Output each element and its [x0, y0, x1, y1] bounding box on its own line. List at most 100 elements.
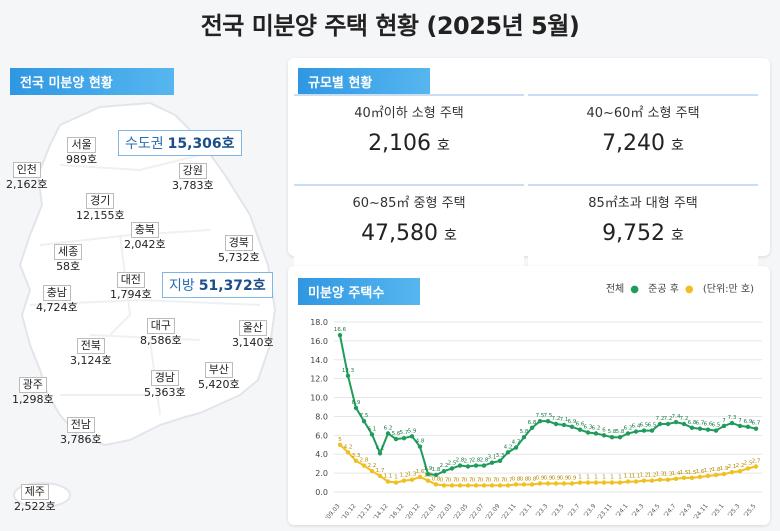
provinces-value: 51,372호: [198, 278, 266, 294]
region-13: 부산 5,420호: [198, 362, 240, 392]
y-tick-label: 0.0: [315, 488, 328, 497]
x-tick-label: '24.11: [692, 503, 710, 522]
size-panel: 규모별 현황 40㎡이하 소형 주택 2,106 호 40~60㎡ 소형 주택 7,24…: [288, 58, 770, 270]
series-data-label-1: 1.2: [424, 473, 433, 479]
size-cell-unit: 호: [671, 138, 684, 154]
y-tick-label: 10.0: [310, 394, 328, 403]
series-data-label-0: 5.6: [392, 431, 401, 437]
y-tick-label: 4.0: [315, 450, 328, 459]
series-data-label-0: 5.9: [408, 428, 417, 434]
series-data-label-1: 1.3: [656, 472, 665, 478]
x-tick-label: '12.12: [356, 503, 374, 522]
series-point-0: [633, 429, 639, 434]
series-point-1: [729, 469, 735, 475]
size-cell-number: 7,240: [602, 131, 666, 156]
region-name: 서울: [67, 137, 96, 153]
series-point-1: [641, 478, 647, 483]
chart-section-label: 미분양 주택수: [298, 278, 420, 305]
series-point-0: [345, 373, 351, 379]
series-data-label-0: 8.9: [352, 400, 361, 406]
series-point-1: [537, 481, 543, 486]
series-data-label-1: 0.9: [544, 476, 553, 482]
series-point-1: [657, 477, 663, 482]
series-point-0: [729, 420, 735, 426]
region-15: 전남 3,786호: [60, 417, 102, 447]
region-value: 5,420호: [198, 378, 240, 391]
series-point-0: [521, 435, 527, 440]
series-data-label-0: 2.5: [448, 460, 457, 466]
region-value: 3,786호: [60, 433, 102, 446]
y-tick-label: 18.0: [310, 318, 328, 327]
series-data-label-1: 1: [578, 475, 582, 481]
series-data-label-0: 5.8: [608, 429, 617, 435]
region-0: 서울 989호: [66, 137, 97, 167]
region-value: 58호: [56, 260, 81, 273]
capital-area-value: 15,306호: [167, 136, 235, 152]
capital-area-label: 수도권: [125, 136, 164, 152]
series-data-label-0: 5.8: [520, 429, 529, 435]
series-point-1: [697, 474, 703, 480]
region-value: 1,794호: [110, 288, 152, 301]
series-data-label-1: 0.8: [432, 476, 441, 482]
series-point-1: [585, 480, 591, 485]
region-name: 부산: [204, 362, 233, 378]
series-data-label-0: 2.8: [472, 458, 481, 464]
series-point-1: [553, 481, 559, 486]
series-data-label-0: 6.8: [528, 420, 537, 426]
size-cell-number: 2,106: [368, 131, 432, 156]
region-5: 세종 58호: [54, 244, 83, 274]
series-data-label-1: 0.7: [472, 477, 481, 483]
series-data-label-1: 1.7: [704, 468, 713, 474]
series-point-0: [697, 426, 703, 431]
series-point-1: [673, 476, 679, 481]
x-tick-label: '24.3: [631, 503, 646, 519]
series-data-label-1: 2.5: [744, 460, 753, 466]
x-tick-label: '22.07: [468, 503, 486, 522]
series-data-label-0: 6.9: [568, 419, 577, 425]
series-data-label-0: 6.7: [752, 421, 761, 427]
series-data-label-0: 7.2: [656, 416, 665, 422]
series-point-1: [705, 473, 711, 479]
region-6: 경북 5,732호: [218, 235, 260, 265]
series-data-label-1: 1.4: [672, 471, 681, 477]
size-cell-number: 47,580: [361, 221, 439, 246]
size-cell-value: 2,106 호: [294, 131, 524, 156]
series-point-0: [577, 427, 583, 432]
region-8: 대전 1,794호: [110, 272, 152, 302]
size-cell-number: 9,752: [602, 221, 666, 246]
mainland-outline: [18, 101, 277, 447]
series-point-0: [665, 421, 671, 427]
series-data-label-0: 6.6: [576, 422, 585, 428]
region-value: 12,155호: [76, 209, 125, 222]
series-data-label-0: 6.2: [592, 425, 601, 431]
series-point-0: [473, 463, 479, 468]
series-data-label-0: 6.6: [704, 422, 713, 428]
provinces-label: 지방: [169, 278, 195, 294]
series-point-1: [593, 480, 599, 485]
series-data-label-1: 1.1: [384, 474, 393, 480]
x-tick-label: '24.7: [663, 503, 678, 519]
series-point-1: [409, 477, 415, 482]
x-tick-label: '22.01: [420, 503, 438, 522]
series-point-0: [753, 426, 759, 431]
series-point-0: [641, 428, 647, 433]
series-point-1: [345, 450, 351, 455]
legend-total: 전체: [605, 284, 625, 295]
x-tick-label: '24.1: [615, 503, 630, 519]
unsold-housing-chart: 0.0 2.0 4.0 6.0 8.0 10.0 12.0 14.0 16.0 18.0 '09.0…: [310, 318, 762, 522]
series-point-1: [425, 478, 431, 483]
series-point-1: [337, 442, 343, 447]
x-tick-label: '25.5: [743, 503, 758, 519]
series-data-label-1: 0.7: [448, 477, 457, 483]
x-tick-label: '22.11: [500, 503, 518, 522]
series-point-1: [505, 483, 511, 488]
provinces-box: 지방 51,372호: [162, 272, 273, 298]
series-point-1: [369, 469, 375, 474]
x-tick-label: '22.05: [452, 503, 470, 522]
map-section-label: 전국 미분양 현황: [10, 68, 174, 95]
series-data-label-1: 0.7: [456, 477, 465, 483]
series-point-1: [449, 483, 455, 488]
region-name: 제주: [20, 484, 49, 500]
series-point-1: [377, 473, 383, 479]
series-point-0: [337, 333, 343, 338]
